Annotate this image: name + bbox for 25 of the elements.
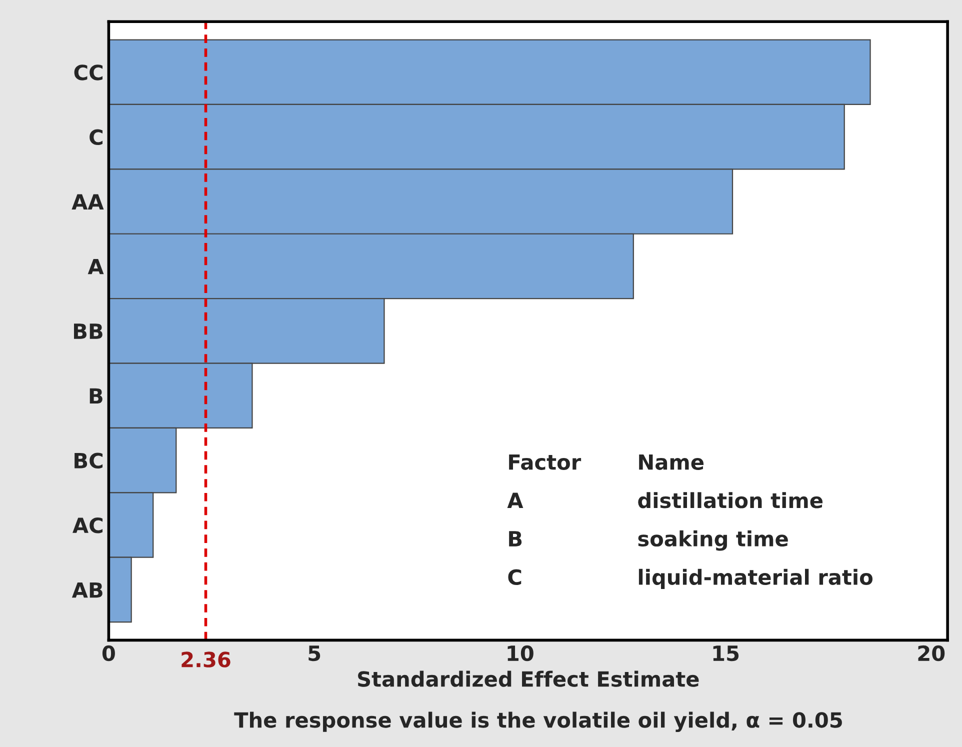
text: The response value is the volatile oil yield, α = 0.05 xyxy=(234,712,842,732)
y-tick-label: AA xyxy=(72,194,104,210)
annotation: soaking time xyxy=(638,530,788,551)
annotation: Name xyxy=(639,454,704,470)
x-tick-label: 0 xyxy=(102,645,115,662)
annotation: C xyxy=(508,569,522,585)
annotation: B xyxy=(509,531,522,546)
x-tick-label: 10 xyxy=(508,645,534,662)
y-tick-label: BB xyxy=(74,324,102,339)
y-tick-label: CC xyxy=(74,64,103,80)
annotation: distillation time xyxy=(638,492,823,508)
y-tick-label: BC xyxy=(74,452,103,469)
annotation: liquid-material ratio xyxy=(638,568,872,590)
annotation: Factor xyxy=(509,454,582,470)
annotation: A xyxy=(507,492,524,508)
x-tick-label: 5 xyxy=(308,646,320,662)
y-tick-label: C xyxy=(90,129,103,146)
x-tick-label: 15 xyxy=(713,646,739,662)
y-tick-label: AC xyxy=(72,517,103,534)
x-tick-label: 20 xyxy=(918,645,945,662)
x-axis-title: Standardized Effect Estimate xyxy=(358,670,699,687)
y-tick-label: B xyxy=(90,388,102,404)
ref-line-label: 2.36 xyxy=(182,652,230,668)
y-tick-label: AB xyxy=(72,582,102,598)
y-tick-label: A xyxy=(88,258,104,274)
